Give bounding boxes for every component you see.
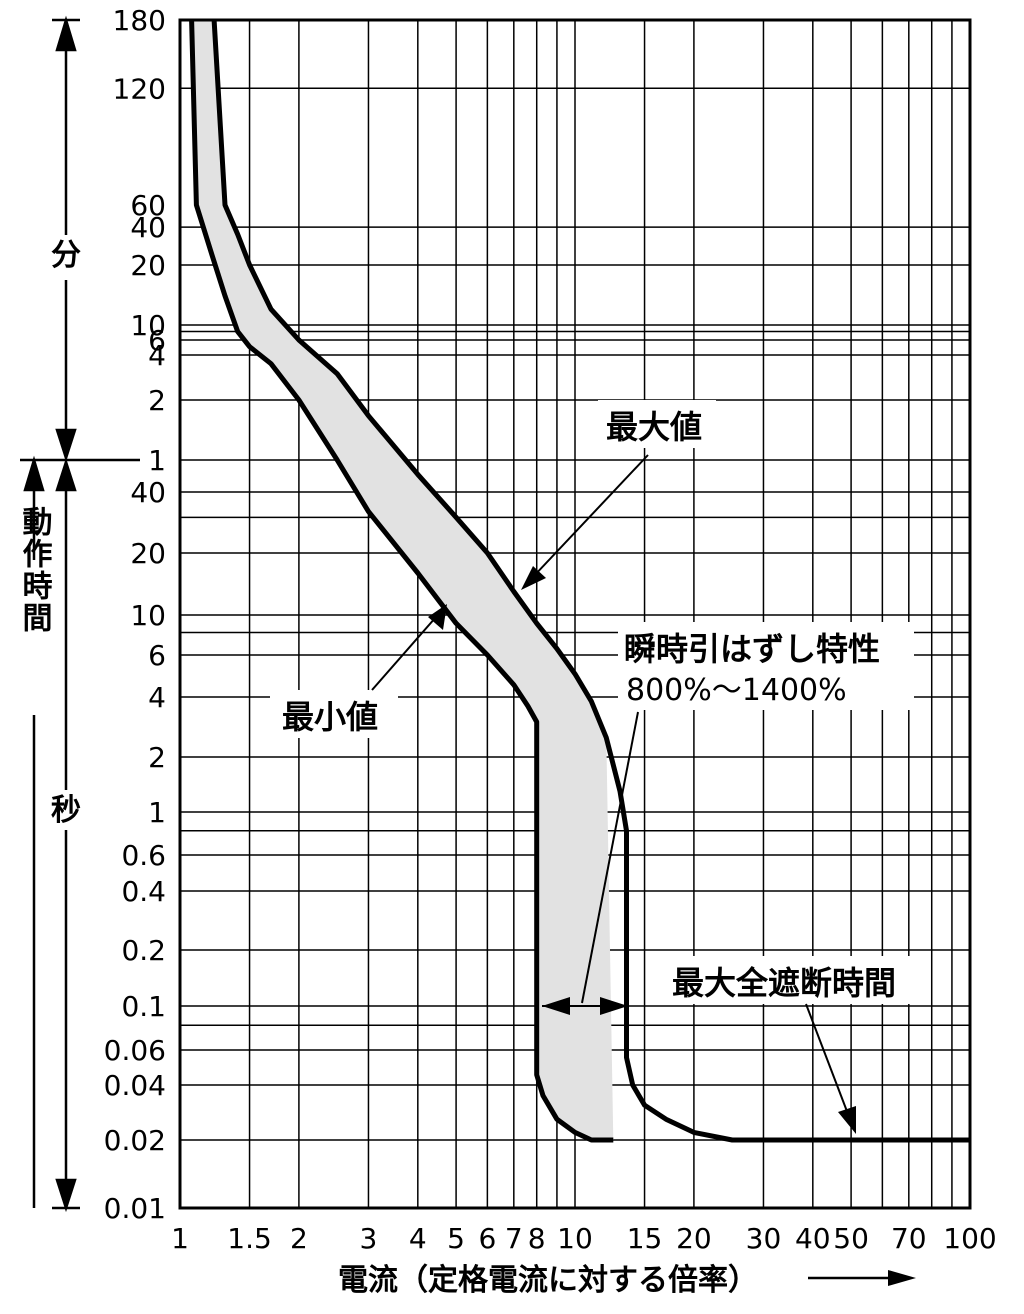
tolerance-band xyxy=(191,20,614,1140)
seconds-down-arrow xyxy=(55,1178,77,1213)
min-leader-line xyxy=(371,616,437,691)
x-tick-labels: 1 1.5 2 3 4 5 6 7 8 10 15 20 30 40 50 70 100 xyxy=(171,1222,997,1255)
total-clearing-label: 最大全遮断時間 xyxy=(672,964,896,1002)
y-tick-label: 0.1 xyxy=(121,990,166,1023)
min-leader-arrow xyxy=(428,604,447,630)
x-tick-label: 3 xyxy=(360,1222,378,1255)
x-tick-label: 7 xyxy=(505,1222,523,1255)
max-annotation: 最大値 xyxy=(521,400,716,590)
x-tick-label: 2 xyxy=(290,1222,308,1255)
x-tick-label: 50 xyxy=(833,1222,869,1255)
y-tick-label: 20 xyxy=(130,537,166,570)
minutes-down-arrow xyxy=(55,428,77,463)
y-tick-label: 4 xyxy=(148,681,166,714)
x-tick-label: 15 xyxy=(627,1222,663,1255)
y-tick-label: 6 xyxy=(148,639,166,672)
y-tick-label: 2 xyxy=(148,741,166,774)
instant-leader-line xyxy=(581,711,639,1004)
y-tick-label: 1 xyxy=(148,444,166,477)
y-tick-label: 10 xyxy=(130,309,166,342)
grid xyxy=(180,20,970,1208)
y-tick-label: 1 xyxy=(148,796,166,829)
x-tick-label: 30 xyxy=(746,1222,782,1255)
y-tick-label: 0.4 xyxy=(121,875,166,908)
max-label: 最大値 xyxy=(606,408,702,446)
seconds-unit-label: 秒 xyxy=(51,793,81,828)
min-annotation: 最小値 xyxy=(270,604,447,738)
y-tick-label: 20 xyxy=(130,249,166,282)
total-clearing-leader-arrow xyxy=(838,1106,856,1134)
y-tick-label: 180 xyxy=(113,4,166,37)
instant-range-arrow-right xyxy=(600,997,628,1015)
min-label: 最小値 xyxy=(282,698,378,736)
y-tick-label: 40 xyxy=(130,211,166,244)
y-tick-label: 4 xyxy=(148,339,166,372)
y-tick-label: 0.2 xyxy=(121,934,166,967)
instant-trip-range: 800%～1400% xyxy=(626,673,847,708)
instant-trip-label: 瞬時引はずし特性 xyxy=(624,630,880,668)
x-tick-label: 10 xyxy=(557,1222,593,1255)
total-clearing-leader-line xyxy=(805,1003,849,1115)
ylabel-up-arrow xyxy=(23,455,45,492)
instant-range-arrow-left xyxy=(542,997,570,1015)
x-tick-label: 8 xyxy=(528,1222,546,1255)
minutes-unit-label: 分 xyxy=(51,238,81,273)
y-tick-label: 10 xyxy=(130,599,166,632)
seconds-up-arrow xyxy=(55,457,77,492)
x-tick-label: 100 xyxy=(943,1222,996,1255)
y-tick-label: 6 xyxy=(148,324,166,357)
x-tick-label: 4 xyxy=(409,1222,427,1255)
x-tick-label: 6 xyxy=(478,1222,496,1255)
x-tick-label: 1.5 xyxy=(227,1222,272,1255)
minutes-up-arrow xyxy=(55,15,77,52)
max-leader-arrow xyxy=(521,566,546,590)
y-tick-label: 2 xyxy=(148,384,166,417)
y-tick-labels: 18012060402010642140201064210.60.40.20.1… xyxy=(104,4,166,1225)
x-tick-label: 40 xyxy=(795,1222,831,1255)
x-tick-label: 20 xyxy=(676,1222,712,1255)
x-tick-label: 70 xyxy=(891,1222,927,1255)
time-unit-axis xyxy=(20,15,140,1213)
x-tick-label: 5 xyxy=(447,1222,465,1255)
y-tick-label: 0.02 xyxy=(104,1124,166,1157)
y-tick-label: 0.04 xyxy=(104,1069,166,1102)
x-tick-label: 1 xyxy=(171,1222,189,1255)
y-tick-label: 0.01 xyxy=(104,1192,166,1225)
x-axis-arrow xyxy=(808,1270,916,1286)
y-tick-label: 0.6 xyxy=(121,839,166,872)
y-tick-label: 120 xyxy=(113,72,166,105)
min-curve xyxy=(189,19,614,1143)
max-curve xyxy=(211,19,970,1143)
y-tick-label: 40 xyxy=(130,476,166,509)
y-tick-label: 0.06 xyxy=(104,1034,166,1067)
plot-frame xyxy=(178,18,972,1210)
x-axis-title: 電流（定格電流に対する倍率） xyxy=(338,1263,758,1298)
total-clearing-annotation: 最大全遮断時間 xyxy=(668,956,918,1134)
y-axis-title: 動作時間 xyxy=(17,506,53,634)
instant-trip-annotation: 瞬時引はずし特性 800%～1400% xyxy=(542,622,914,1015)
y-tick-label: 60 xyxy=(130,189,166,222)
max-leader-line xyxy=(531,454,649,579)
